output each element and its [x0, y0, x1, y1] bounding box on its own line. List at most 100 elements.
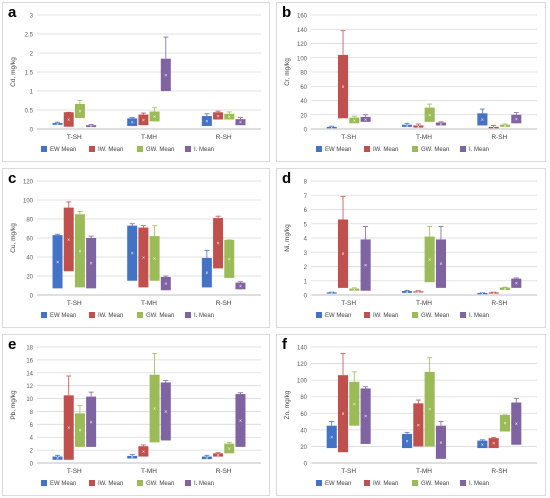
- box-ew-meant-mh: [402, 291, 413, 293]
- box-gw-meant-mh: [424, 107, 435, 122]
- y-tick-label: 140: [297, 28, 308, 34]
- mean-marker: ×: [164, 282, 167, 288]
- mean-marker: ×: [228, 447, 231, 453]
- chart-canvas: 0 0.5 1 1.5 2 2.5 3 Cd, mg/kg T-SH × × × × T-MH × × × × R-…: [10, 14, 261, 153]
- box-gw-meanr-sh: [224, 443, 235, 454]
- y-tick-label: 16: [26, 358, 33, 364]
- y-tick-label: 40: [26, 256, 33, 262]
- y-tick-label: 2: [30, 449, 34, 455]
- x-tick-label: R-SH: [216, 134, 232, 141]
- box-iw-meant-mh: [138, 227, 149, 288]
- mean-marker: ×: [239, 418, 242, 424]
- y-tick-label: 40: [300, 99, 307, 105]
- chart-panel-a: a 0 0.5 1 1.5 2 2.5 3 Cd, mg/kg T-SH × × × × T-MH × × × ×…: [2, 2, 270, 162]
- box-ew-meant-mh: [127, 455, 138, 459]
- legend-swatch: [185, 146, 191, 152]
- y-tick-label: 6: [304, 208, 308, 214]
- y-tick-label: 100: [297, 379, 308, 385]
- mean-marker: ×: [417, 290, 420, 296]
- mean-marker: ×: [239, 120, 242, 126]
- mean-marker: ×: [406, 124, 409, 130]
- y-tick-label: 80: [300, 71, 307, 77]
- box-ew-meanr-sh: [477, 293, 488, 295]
- box-iw-meant-sh: [63, 395, 74, 460]
- y-tick-label: 1.5: [25, 71, 34, 77]
- x-tick-label: T-MH: [416, 468, 432, 475]
- box-i-meanr-sh: [235, 119, 246, 126]
- chart-canvas: 0 20 40 60 80 100 120 Cu, mg/kg T-SH × × × × T-MH × × × ×…: [10, 180, 261, 319]
- panel-label: f: [282, 336, 287, 353]
- mean-marker: ×: [164, 73, 167, 79]
- box-ew-meant-mh: [402, 124, 413, 127]
- box-iw-meant-sh: [63, 112, 74, 127]
- box-i-meant-sh: [360, 388, 371, 444]
- box-gw-meant-sh: [349, 381, 360, 426]
- mean-marker: ×: [481, 291, 484, 297]
- legend-label: IW. Mean: [373, 313, 398, 319]
- x-tick-label: T-MH: [141, 134, 157, 141]
- box-iw-meanr-sh: [488, 126, 499, 129]
- y-tick-label: 2: [304, 265, 308, 271]
- legend-label: GW. Mean: [146, 147, 174, 153]
- mean-marker: ×: [481, 117, 484, 123]
- panel-label: a: [8, 4, 17, 21]
- mean-marker: ×: [439, 122, 442, 128]
- legend-label: IW. Mean: [373, 147, 398, 153]
- mean-marker: ×: [342, 412, 345, 418]
- y-tick-label: 10: [26, 397, 33, 403]
- y-tick-label: 6: [30, 423, 34, 429]
- box-ew-meanr-sh: [201, 116, 212, 126]
- y-tick-label: 7: [304, 194, 308, 200]
- legend-swatch: [137, 312, 143, 318]
- y-tick-label: 12: [26, 384, 33, 390]
- box-gw-meanr-sh: [499, 287, 511, 291]
- x-tick-label: T-MH: [416, 134, 432, 141]
- mean-marker: ×: [131, 455, 134, 461]
- box-ew-meanr-sh: [477, 113, 488, 126]
- mean-marker: ×: [515, 117, 518, 123]
- legend-swatch: [185, 312, 191, 318]
- y-tick-label: 3: [304, 251, 308, 257]
- x-tick-label: T-SH: [341, 300, 356, 307]
- y-tick-label: 1: [304, 279, 308, 285]
- box-iw-meanr-sh: [488, 292, 499, 294]
- y-tick-label: 40: [300, 428, 307, 434]
- box-ew-meant-sh: [52, 456, 63, 460]
- x-tick-label: R-SH: [216, 300, 232, 307]
- box-iw-meant-mh: [413, 291, 424, 293]
- box-ew-meant-sh: [326, 425, 337, 449]
- mean-marker: ×: [153, 114, 156, 120]
- legend-swatch: [412, 312, 418, 318]
- box-i-meant-sh: [360, 116, 371, 122]
- legend-label: I. Mean: [194, 481, 214, 487]
- mean-marker: ×: [364, 117, 367, 123]
- y-tick-label: 20: [300, 113, 307, 119]
- box-ew-meant-sh: [326, 292, 337, 294]
- box-ew-meanr-sh: [477, 440, 488, 449]
- y-tick-label: 160: [297, 14, 308, 20]
- y-tick-label: 120: [297, 362, 308, 368]
- box-i-meant-sh: [86, 125, 97, 128]
- mean-marker: ×: [228, 257, 231, 263]
- legend-swatch: [41, 480, 47, 486]
- mean-marker: ×: [78, 428, 81, 434]
- box-ew-meanr-sh: [201, 257, 212, 288]
- mean-marker: ×: [67, 237, 70, 243]
- chart-canvas: 0 2 4 6 8 10 12 14 16 18 Pb, mg/kg T-SH × × × × T-MH × × × ×…: [10, 346, 261, 487]
- box-i-meant-mh: [160, 276, 171, 291]
- y-tick-label: 60: [300, 85, 307, 91]
- legend-label: EW Mean: [325, 481, 351, 487]
- mean-marker: ×: [67, 426, 70, 432]
- mean-marker: ×: [342, 252, 345, 258]
- y-axis-label: Zn, mg/kg: [284, 390, 291, 419]
- mean-marker: ×: [504, 124, 507, 130]
- mean-marker: ×: [504, 421, 507, 427]
- y-axis-label: Cr, mg/kg: [284, 58, 291, 86]
- box-i-meant-mh: [160, 382, 171, 441]
- legend-label: I. Mean: [194, 147, 214, 153]
- mean-marker: ×: [131, 120, 134, 126]
- y-tick-label: 0: [30, 294, 34, 300]
- box-iw-meant-sh: [337, 375, 349, 453]
- legend-swatch: [137, 480, 143, 486]
- box-gw-meant-mh: [424, 371, 435, 447]
